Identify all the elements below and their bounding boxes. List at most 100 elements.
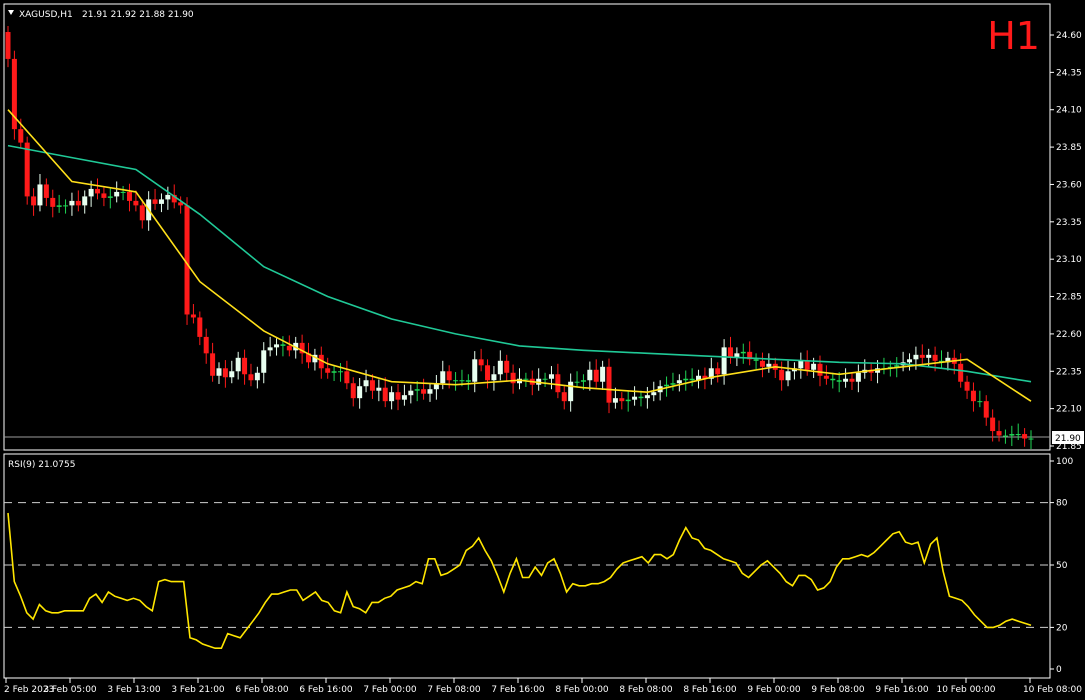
- time-tick-label: 10 Feb 08:00: [1023, 685, 1082, 695]
- candle-body: [235, 357, 241, 372]
- candle-body: [491, 374, 497, 381]
- candle-body: [996, 431, 1002, 436]
- symbol-header[interactable]: XAGUSD,H1 21.91 21.92 21.88 21.90: [8, 10, 194, 20]
- candle-body: [721, 347, 727, 375]
- candle-body: [600, 366, 606, 382]
- candle-body: [580, 380, 586, 382]
- candle-body: [306, 353, 312, 363]
- candle-body: [632, 396, 638, 400]
- candle-body: [593, 369, 599, 382]
- candle-body: [325, 368, 331, 373]
- candle-body: [5, 32, 11, 59]
- candle-body: [107, 196, 113, 198]
- candle-body: [267, 347, 273, 351]
- candle-body: [696, 375, 702, 381]
- candle-body: [203, 336, 209, 354]
- candle-body: [612, 398, 618, 403]
- candle-body: [670, 383, 676, 385]
- time-tick-label: 2 Feb 2023: [4, 685, 54, 695]
- candle-body: [69, 200, 75, 206]
- candle-body: [676, 380, 682, 384]
- time-tick-label: 3 Feb 05:00: [43, 685, 97, 695]
- candle-body: [414, 389, 420, 391]
- candle-body: [990, 417, 996, 432]
- candle-body: [747, 351, 753, 360]
- candle-body: [120, 191, 126, 193]
- rsi-panel-frame: [3, 453, 1051, 679]
- candle-body: [248, 374, 254, 381]
- candle-body: [101, 193, 107, 198]
- candle-body: [740, 351, 746, 354]
- price-panel[interactable]: 24.60 24.35 24.10 23.85 23.60 23.35 23.10 22.85…: [3, 3, 1084, 452]
- ma-slow-line: [7, 144, 1032, 383]
- candle-body: [440, 371, 446, 384]
- symbol-name: XAGUSD,H1: [19, 10, 73, 20]
- time-tick-label: 3 Feb 13:00: [107, 685, 161, 695]
- candle-body: [894, 365, 900, 367]
- candle-body: [369, 380, 375, 391]
- candle-body: [126, 191, 132, 201]
- candle-body: [702, 375, 708, 379]
- candle-body: [395, 392, 401, 400]
- candle-body: [408, 390, 414, 396]
- rsi-tick-label: 0: [1056, 665, 1062, 675]
- candle-body: [312, 354, 318, 363]
- price-tick-label: 22.35: [1056, 367, 1082, 377]
- candle-body: [88, 188, 94, 197]
- candle-body: [919, 354, 925, 358]
- candle-body: [817, 363, 823, 376]
- ma-fast-line: [7, 109, 1032, 402]
- candle-body: [178, 202, 184, 206]
- candle-body: [254, 372, 260, 381]
- candle-body: [43, 184, 49, 198]
- current-price-tag: [1052, 431, 1084, 444]
- candle-body: [766, 363, 772, 367]
- candle-body: [18, 129, 24, 143]
- time-tick-label: 9 Feb 16:00: [875, 685, 929, 695]
- candle-body: [727, 347, 733, 358]
- candle-body: [1002, 435, 1008, 437]
- candle-body: [907, 359, 913, 363]
- candle-body: [299, 342, 305, 354]
- candle-body: [478, 359, 484, 366]
- candle-body: [82, 196, 88, 206]
- candle-body: [970, 390, 976, 402]
- candle-body: [1009, 434, 1015, 436]
- rsi-title: RSI(9) 21.0755: [8, 460, 75, 470]
- dropdown-triangle-icon[interactable]: [8, 10, 14, 15]
- candle-body: [843, 378, 849, 382]
- price-tick-label: 22.10: [1056, 405, 1082, 415]
- candle-body: [152, 199, 158, 204]
- candle-body: [497, 360, 503, 375]
- candle-body: [459, 380, 465, 382]
- candle-body: [229, 371, 235, 378]
- candle-body: [401, 395, 407, 400]
- candle-body: [350, 383, 356, 399]
- candle-body: [932, 354, 938, 361]
- time-tick-label: 7 Feb 16:00: [491, 685, 545, 695]
- price-tick-label: 21.85: [1056, 442, 1082, 452]
- candle-body: [664, 384, 670, 387]
- candle-body: [31, 196, 37, 206]
- candle-body: [446, 371, 452, 381]
- candle-body: [50, 197, 56, 207]
- candle-body: [606, 366, 612, 403]
- price-axis: 24.60 24.35 24.10 23.85 23.60 23.35 23.10 22.85…: [1050, 31, 1082, 452]
- rsi-panel[interactable]: RSI(9) 21.0755 100 80 50 20 0: [3, 453, 1073, 679]
- candle-body: [261, 350, 267, 373]
- candle-body: [331, 371, 337, 373]
- candle-body: [453, 380, 459, 382]
- candle-body: [651, 392, 657, 396]
- candle-body: [574, 381, 580, 383]
- candle-body: [11, 58, 17, 130]
- candle-body: [485, 365, 491, 381]
- candle-body: [274, 344, 280, 348]
- candle-body: [715, 368, 721, 375]
- candle-body: [216, 368, 222, 376]
- candle-body: [433, 383, 439, 390]
- price-tick-label: 23.85: [1056, 143, 1082, 153]
- ohlc-values: 21.91 21.92 21.88 21.90: [82, 10, 194, 20]
- candle-body: [472, 359, 478, 382]
